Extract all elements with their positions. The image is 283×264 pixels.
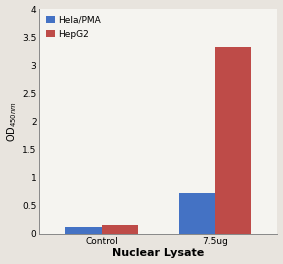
- Legend: Hela/PMA, HepG2: Hela/PMA, HepG2: [44, 13, 103, 41]
- Bar: [102, 225, 138, 234]
- Bar: [65, 227, 102, 234]
- Y-axis label: OD$_{450nm}$: OD$_{450nm}$: [6, 101, 19, 142]
- Bar: [215, 47, 251, 234]
- Bar: [179, 193, 215, 234]
- X-axis label: Nuclear Lysate: Nuclear Lysate: [112, 248, 205, 258]
